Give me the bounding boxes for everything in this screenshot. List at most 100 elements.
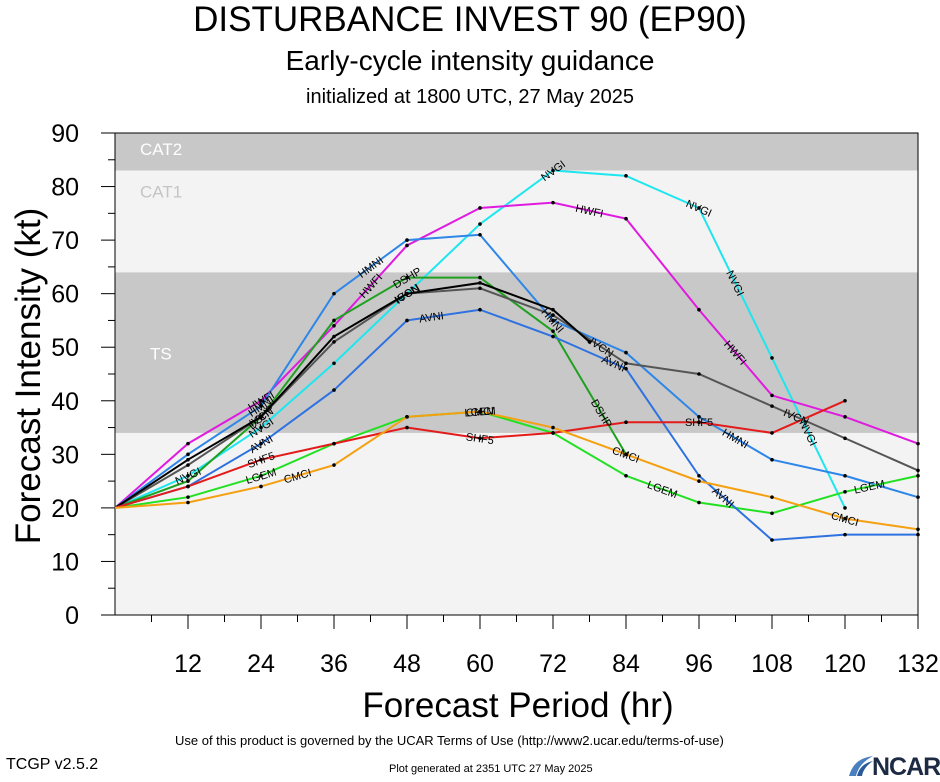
y-tick-label: 90: [51, 120, 79, 148]
band-label-ts: TS: [150, 345, 172, 364]
data-point-cmci: [332, 463, 336, 467]
data-point-hmni: [478, 232, 482, 237]
data-point-nvgi: [332, 361, 336, 366]
data-point-cmci: [405, 415, 409, 419]
series-label-avni: AVNI: [418, 310, 444, 325]
data-point-ivcn: [697, 372, 701, 376]
data-point-avni: [551, 334, 555, 339]
data-point-icon: [405, 291, 409, 296]
data-point-hwfi: [624, 216, 628, 221]
data-point-ivcn: [186, 463, 190, 467]
band-label-cat2: CAT2: [140, 140, 182, 159]
axes: [101, 132, 919, 629]
y-tick-label: 40: [51, 388, 79, 416]
y-tick-label: 10: [51, 548, 79, 576]
band-cat1: [115, 170, 918, 273]
series-line-cmci: [114, 410, 919, 531]
data-point-cmci: [624, 452, 628, 457]
data-point-cmci: [259, 484, 263, 489]
x-tick-label: 12: [174, 650, 202, 678]
data-point-hmni: [916, 495, 920, 499]
series-line-lgem: [114, 410, 919, 515]
ncar-logo: NCAR: [848, 752, 940, 781]
data-point-dshp: [405, 275, 409, 280]
data-point-lgem: [624, 473, 628, 478]
data-point-nvgi: [770, 356, 774, 360]
x-tick-label: 60: [466, 650, 494, 678]
data-point-ivcn: [332, 340, 336, 344]
data-point-hwfi: [405, 243, 409, 248]
x-tick-label: 48: [393, 650, 421, 678]
series-label-cmci: CMCI: [466, 405, 495, 419]
data-point-hwfi: [697, 307, 701, 312]
data-point-hwfi: [332, 324, 336, 328]
data-point-dshp: [478, 275, 482, 280]
series-line-hmni: [114, 233, 919, 509]
data-point-dshp: [551, 329, 555, 333]
y-tick-label: 50: [51, 334, 79, 362]
data-point-nvgi: [478, 222, 482, 226]
x-tick-label: 36: [320, 650, 348, 678]
data-point-cmci: [697, 479, 701, 483]
data-point-ivcn: [770, 404, 774, 408]
series-line-avni: [114, 308, 918, 542]
chart-title: DISTURBANCE INVEST 90 (EP90): [193, 0, 747, 39]
data-point-hmni: [405, 238, 409, 242]
data-point-lgem: [770, 511, 774, 516]
data-point-icon: [332, 334, 336, 339]
x-tick-label: 24: [247, 650, 275, 678]
data-point-nvgi: [624, 174, 628, 178]
band-ts: [115, 272, 918, 433]
ncar-logo-text: NCAR: [872, 753, 940, 781]
data-point-icon: [478, 281, 482, 285]
data-point-hmni: [186, 452, 190, 457]
x-tick-label: 108: [751, 650, 793, 678]
data-point-nvgi: [843, 506, 847, 510]
y-tick-label: 60: [51, 281, 79, 309]
band-labels: TS CAT1 CAT2: [140, 140, 182, 364]
data-point-ivcn: [624, 361, 628, 366]
x-tick-label: 96: [685, 650, 713, 678]
x-tick-label: 132: [897, 650, 939, 678]
data-point-hwfi: [843, 415, 847, 419]
data-point-shf5: [843, 398, 847, 403]
data-point-avni: [405, 318, 409, 323]
data-point-avni: [916, 532, 920, 537]
data-point-avni: [259, 441, 263, 446]
data-point-avni: [770, 538, 774, 542]
data-point-hmni: [259, 404, 263, 408]
series-points: [186, 168, 920, 542]
chart-subtitle: Early-cycle intensity guidance: [285, 45, 655, 76]
init-time-label: initialized at 1800 UTC, 27 May 2025: [306, 86, 634, 108]
data-point-dshp: [186, 479, 190, 483]
data-point-nvgi: [186, 473, 190, 478]
data-point-cmci: [551, 425, 555, 430]
data-point-shf5: [332, 441, 336, 446]
data-point-cmci: [478, 409, 482, 414]
data-point-icon: [186, 457, 190, 462]
data-point-hmni: [697, 415, 701, 419]
series-label-lgem: LGEM: [464, 405, 496, 419]
data-point-shf5: [186, 484, 190, 489]
band-cat2: [115, 133, 918, 171]
band-label-cat1: CAT1: [140, 182, 182, 201]
data-point-ivcn: [916, 468, 920, 473]
y-tick-label: 0: [65, 602, 79, 630]
data-point-icon: [551, 307, 555, 312]
data-point-cmci: [770, 495, 774, 499]
data-point-icon: [587, 340, 592, 344]
data-point-shf5: [770, 431, 774, 435]
y-tick-label: 80: [51, 174, 79, 202]
data-point-hwfi: [259, 398, 263, 403]
x-tick-label: 84: [612, 650, 640, 678]
data-point-hwfi: [770, 393, 774, 398]
ncar-logo-icon: [849, 756, 873, 776]
data-point-avni: [697, 473, 701, 478]
data-point-hmni: [843, 473, 847, 478]
data-point-shf5: [405, 425, 409, 430]
data-point-avni: [478, 307, 482, 312]
data-point-shf5: [259, 457, 263, 462]
series-label-shf5: SHF5: [465, 431, 495, 447]
y-tick-label: 30: [51, 441, 79, 469]
